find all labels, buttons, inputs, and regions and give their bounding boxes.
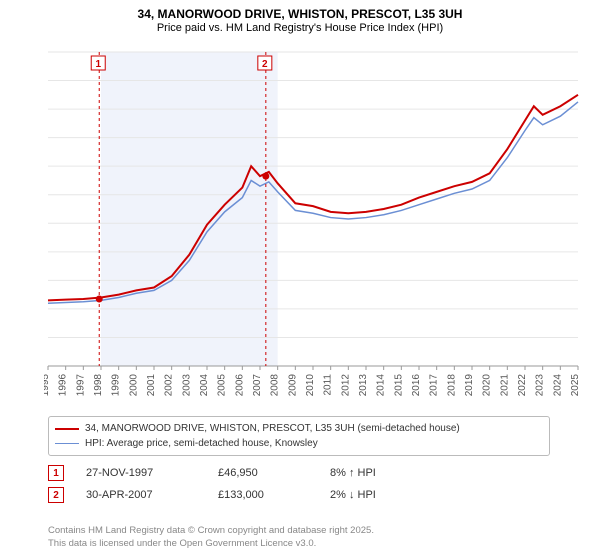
svg-text:2016: 2016 bbox=[411, 374, 422, 396]
footer-line-1: Contains HM Land Registry data © Crown c… bbox=[48, 525, 558, 537]
svg-text:2008: 2008 bbox=[270, 374, 281, 396]
svg-text:2005: 2005 bbox=[217, 374, 228, 396]
legend-label-hpi: HPI: Average price, semi-detached house,… bbox=[85, 436, 318, 451]
sales-table: 1 27-NOV-1997 £46,950 8% ↑ HPI 2 30-APR-… bbox=[48, 462, 550, 506]
svg-text:2023: 2023 bbox=[535, 374, 546, 396]
svg-text:2011: 2011 bbox=[323, 374, 334, 396]
svg-text:2013: 2013 bbox=[358, 374, 369, 396]
svg-text:2006: 2006 bbox=[234, 374, 245, 396]
svg-text:1998: 1998 bbox=[93, 374, 104, 396]
sale-row: 2 30-APR-2007 £133,000 2% ↓ HPI bbox=[48, 484, 550, 506]
svg-text:1999: 1999 bbox=[111, 374, 122, 396]
svg-text:2010: 2010 bbox=[305, 374, 316, 396]
sale-date: 30-APR-2007 bbox=[86, 489, 196, 501]
svg-text:1996: 1996 bbox=[58, 374, 69, 396]
svg-text:2007: 2007 bbox=[252, 374, 263, 396]
svg-text:2009: 2009 bbox=[287, 374, 298, 396]
svg-text:2017: 2017 bbox=[429, 374, 440, 396]
svg-text:2024: 2024 bbox=[552, 374, 563, 396]
svg-text:2: 2 bbox=[262, 59, 268, 70]
svg-text:1995: 1995 bbox=[44, 374, 51, 396]
svg-text:2015: 2015 bbox=[393, 374, 404, 396]
svg-text:2018: 2018 bbox=[446, 374, 457, 396]
svg-text:2025: 2025 bbox=[570, 374, 581, 396]
svg-text:2001: 2001 bbox=[146, 374, 157, 396]
svg-text:2012: 2012 bbox=[340, 374, 351, 396]
footer: Contains HM Land Registry data © Crown c… bbox=[48, 525, 558, 550]
svg-text:2021: 2021 bbox=[499, 374, 510, 396]
svg-text:2022: 2022 bbox=[517, 374, 528, 396]
svg-text:2020: 2020 bbox=[482, 374, 493, 396]
svg-text:2000: 2000 bbox=[128, 374, 139, 396]
svg-text:2004: 2004 bbox=[199, 374, 210, 396]
legend-swatch-property bbox=[55, 428, 79, 430]
price-chart: £0£20K£40K£60K£80K£100K£120K£140K£160K£1… bbox=[44, 46, 584, 396]
sale-delta: 8% ↑ HPI bbox=[330, 467, 376, 479]
sale-price: £133,000 bbox=[218, 489, 308, 501]
svg-text:2003: 2003 bbox=[181, 374, 192, 396]
chart-legend: 34, MANORWOOD DRIVE, WHISTON, PRESCOT, L… bbox=[48, 416, 550, 456]
sale-marker-box: 2 bbox=[48, 487, 64, 503]
sale-marker-box: 1 bbox=[48, 465, 64, 481]
sale-delta: 2% ↓ HPI bbox=[330, 489, 376, 501]
svg-text:2019: 2019 bbox=[464, 374, 475, 396]
sale-price: £46,950 bbox=[218, 467, 308, 479]
sale-row: 1 27-NOV-1997 £46,950 8% ↑ HPI bbox=[48, 462, 550, 484]
svg-text:2002: 2002 bbox=[164, 374, 175, 396]
sale-date: 27-NOV-1997 bbox=[86, 467, 196, 479]
footer-line-2: This data is licensed under the Open Gov… bbox=[48, 538, 558, 550]
svg-text:1: 1 bbox=[95, 59, 101, 70]
legend-swatch-hpi bbox=[55, 443, 79, 444]
svg-text:1997: 1997 bbox=[75, 374, 86, 396]
chart-title-2: Price paid vs. HM Land Registry's House … bbox=[0, 22, 600, 36]
legend-label-property: 34, MANORWOOD DRIVE, WHISTON, PRESCOT, L… bbox=[85, 421, 460, 436]
chart-title-1: 34, MANORWOOD DRIVE, WHISTON, PRESCOT, L… bbox=[0, 0, 600, 22]
svg-text:2014: 2014 bbox=[376, 374, 387, 396]
